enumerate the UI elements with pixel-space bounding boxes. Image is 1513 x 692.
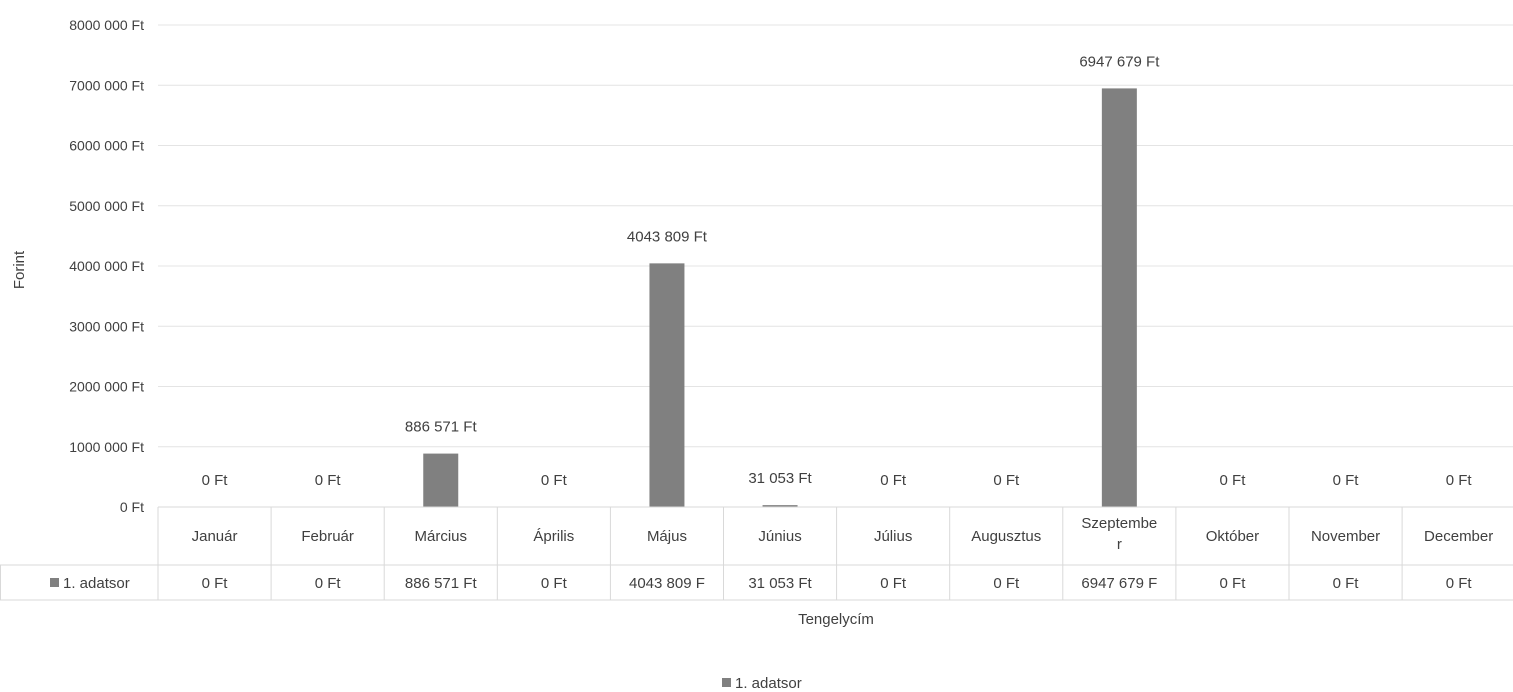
bar xyxy=(423,453,459,507)
data-label: 0 Ft xyxy=(1446,472,1473,489)
table-cell: 0 Ft xyxy=(1446,575,1473,592)
table-cell: 0 Ft xyxy=(202,575,229,592)
category-label: November xyxy=(1311,528,1380,545)
category-label: December xyxy=(1424,528,1493,545)
table-cell: 0 Ft xyxy=(993,575,1020,592)
data-label: 886 571 Ft xyxy=(405,419,478,436)
data-label: 0 Ft xyxy=(880,472,907,489)
category-label: Július xyxy=(874,528,912,545)
table-cell: 0 Ft xyxy=(315,575,342,592)
data-label: 31 053 Ft xyxy=(748,470,812,487)
data-labels: 0 Ft 0 Ft 886 571 Ft 0 Ft 4043 809 Ft 31 053 … xyxy=(202,53,1473,489)
data-label: 4043 809 Ft xyxy=(627,228,708,245)
table-cell: 0 Ft xyxy=(880,575,907,592)
bar xyxy=(649,263,685,507)
category-label: Április xyxy=(533,528,574,545)
bars xyxy=(423,88,1137,507)
x-axis-title: Tengelycím xyxy=(798,611,874,628)
y-tick-label: 7000 000 Ft xyxy=(69,77,144,93)
y-axis-ticks: 0 Ft 1000 000 Ft 2000 000 Ft 3000 000 Ft 400… xyxy=(69,17,144,515)
legend: 1. adatsor xyxy=(722,675,802,692)
category-label: Március xyxy=(414,528,467,545)
data-label: 0 Ft xyxy=(202,472,229,489)
category-label: Május xyxy=(647,528,687,545)
bar xyxy=(1101,88,1137,507)
table-cell: 0 Ft xyxy=(1333,575,1360,592)
category-label: Szeptembe r xyxy=(1081,515,1157,553)
y-axis-title: Forint xyxy=(11,250,28,289)
data-table: Január Február Március Április Május Június Jú… xyxy=(0,506,1513,601)
table-cell: 0 Ft xyxy=(541,575,568,592)
data-label: 0 Ft xyxy=(1333,472,1360,489)
y-tick-label: 2000 000 Ft xyxy=(69,379,144,395)
table-cell: 0 Ft xyxy=(1220,575,1247,592)
legend-label: 1. adatsor xyxy=(735,675,802,692)
data-label: 0 Ft xyxy=(993,472,1020,489)
y-tick-label: 8000 000 Ft xyxy=(69,17,144,33)
table-series-name: 1. adatsor xyxy=(63,575,130,592)
category-label: Október xyxy=(1206,528,1259,545)
data-label: 0 Ft xyxy=(1220,472,1247,489)
data-label: 0 Ft xyxy=(541,472,568,489)
category-label: Január xyxy=(192,528,238,545)
category-label: Február xyxy=(301,528,354,545)
y-tick-label: 0 Ft xyxy=(120,499,144,515)
y-tick-label: 6000 000 Ft xyxy=(69,138,144,154)
legend-swatch xyxy=(722,678,731,687)
category-label: Augusztus xyxy=(971,528,1041,545)
y-tick-label: 5000 000 Ft xyxy=(69,198,144,214)
y-tick-label: 4000 000 Ft xyxy=(69,258,144,274)
gridlines xyxy=(158,24,1513,448)
data-label: 6947 679 Ft xyxy=(1079,53,1160,70)
table-series-swatch xyxy=(50,578,59,587)
table-cell: 4043 809 F xyxy=(629,575,705,592)
data-label: 0 Ft xyxy=(315,472,342,489)
y-tick-label: 3000 000 Ft xyxy=(69,318,144,334)
table-cell: 31 053 Ft xyxy=(748,575,812,592)
bar xyxy=(762,505,798,507)
table-cell: 6947 679 F xyxy=(1081,575,1157,592)
y-tick-label: 1000 000 Ft xyxy=(69,439,144,455)
category-label: Június xyxy=(758,528,801,545)
table-cell: 886 571 Ft xyxy=(405,575,478,592)
